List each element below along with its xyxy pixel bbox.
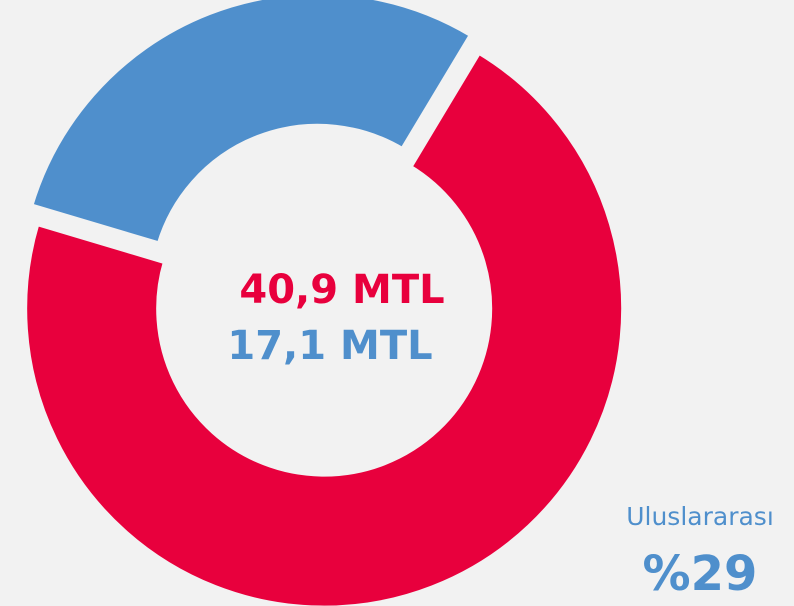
donut-segment: [26, 0, 477, 249]
center-label: 17,1 MTL: [227, 323, 432, 369]
segment-label: Uluslararası: [626, 502, 774, 531]
center-label: 40,9 MTL: [239, 267, 444, 313]
donut-segment: [21, 47, 628, 606]
segment-value-label: %29: [643, 546, 758, 602]
